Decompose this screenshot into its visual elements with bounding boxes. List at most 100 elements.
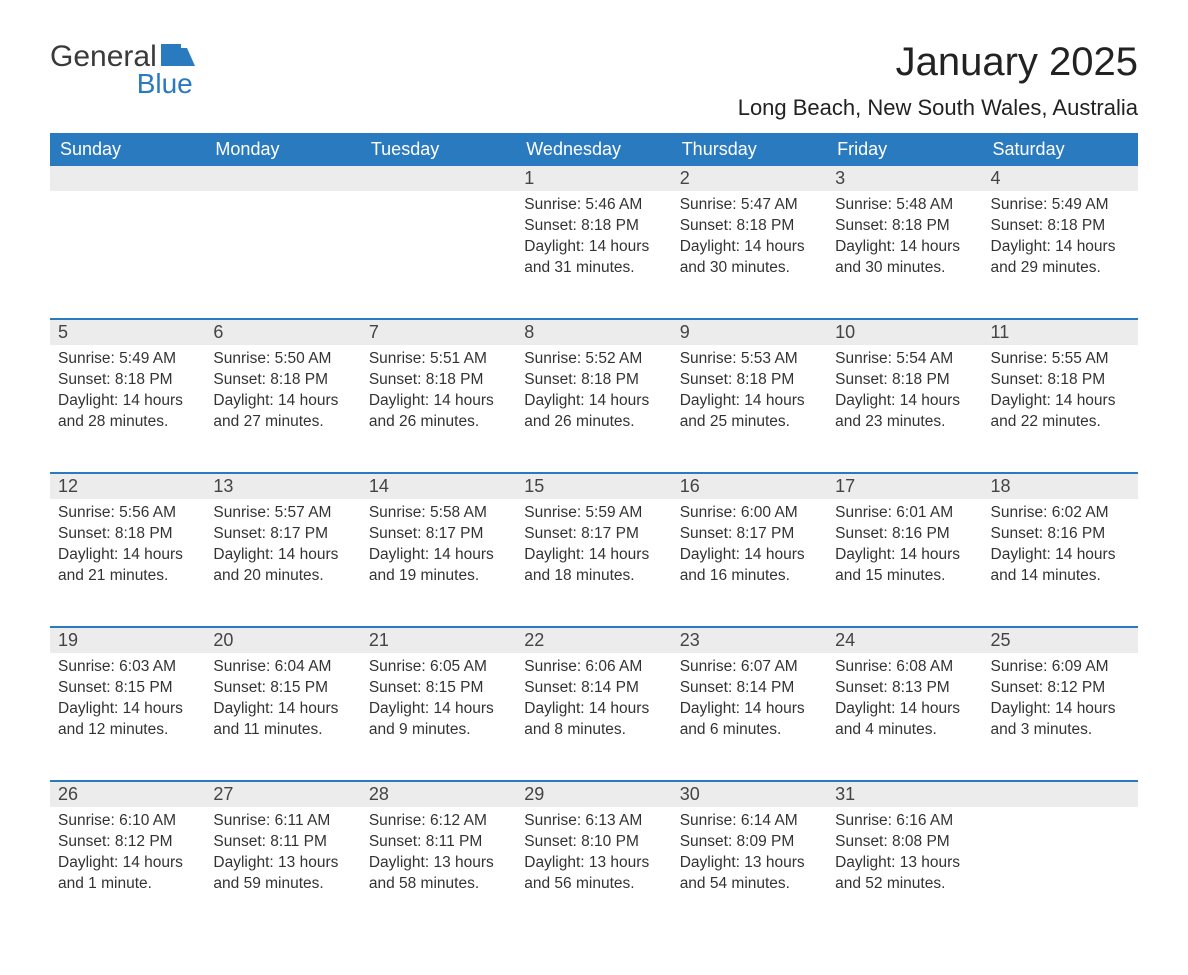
day-content: Sunrise: 5:47 AMSunset: 8:18 PMDaylight:… [672,191,827,285]
day-content: Sunrise: 6:02 AMSunset: 8:16 PMDaylight:… [983,499,1138,593]
sunrise-text: Sunrise: 6:11 AM [213,811,352,832]
daylight-text: Daylight: 14 hours and 1 minute. [58,853,197,895]
day-content: Sunrise: 5:50 AMSunset: 8:18 PMDaylight:… [205,345,360,439]
day-content: Sunrise: 5:49 AMSunset: 8:18 PMDaylight:… [983,191,1138,285]
day-content: Sunrise: 5:49 AMSunset: 8:18 PMDaylight:… [50,345,205,439]
day-number-row: 262728293031 [50,781,1138,807]
day-content-cell: Sunrise: 5:46 AMSunset: 8:18 PMDaylight:… [516,191,671,319]
day-content: Sunrise: 6:10 AMSunset: 8:12 PMDaylight:… [50,807,205,901]
day-content: Sunrise: 6:09 AMSunset: 8:12 PMDaylight:… [983,653,1138,747]
sunset-text: Sunset: 8:14 PM [524,678,663,699]
daylight-text: Daylight: 13 hours and 52 minutes. [835,853,974,895]
daylight-text: Daylight: 14 hours and 19 minutes. [369,545,508,587]
sunrise-text: Sunrise: 6:04 AM [213,657,352,678]
sunset-text: Sunset: 8:18 PM [991,370,1130,391]
sunset-text: Sunset: 8:09 PM [680,832,819,853]
sunset-text: Sunset: 8:15 PM [58,678,197,699]
day-content: Sunrise: 5:55 AMSunset: 8:18 PMDaylight:… [983,345,1138,439]
sunset-text: Sunset: 8:18 PM [680,216,819,237]
day-content: Sunrise: 6:11 AMSunset: 8:11 PMDaylight:… [205,807,360,901]
sunset-text: Sunset: 8:17 PM [213,524,352,545]
calendar-table: SundayMondayTuesdayWednesdayThursdayFrid… [50,133,1138,935]
sunset-text: Sunset: 8:11 PM [213,832,352,853]
sunset-text: Sunset: 8:18 PM [991,216,1130,237]
sunrise-text: Sunrise: 6:03 AM [58,657,197,678]
daylight-text: Daylight: 14 hours and 15 minutes. [835,545,974,587]
sunset-text: Sunset: 8:18 PM [680,370,819,391]
day-content-cell: Sunrise: 6:14 AMSunset: 8:09 PMDaylight:… [672,807,827,935]
day-number-cell: 15 [516,473,671,499]
sunrise-text: Sunrise: 6:12 AM [369,811,508,832]
sunset-text: Sunset: 8:14 PM [680,678,819,699]
day-number-cell: 5 [50,319,205,345]
daylight-text: Daylight: 14 hours and 8 minutes. [524,699,663,741]
day-number-cell: 16 [672,473,827,499]
sunset-text: Sunset: 8:17 PM [524,524,663,545]
day-content-cell: Sunrise: 6:11 AMSunset: 8:11 PMDaylight:… [205,807,360,935]
sunrise-text: Sunrise: 5:54 AM [835,349,974,370]
day-number-cell: 27 [205,781,360,807]
day-content: Sunrise: 6:07 AMSunset: 8:14 PMDaylight:… [672,653,827,747]
sunset-text: Sunset: 8:18 PM [524,370,663,391]
weekday-header: Sunday [50,133,205,166]
daylight-text: Daylight: 14 hours and 30 minutes. [680,237,819,279]
sunset-text: Sunset: 8:18 PM [835,216,974,237]
sunset-text: Sunset: 8:18 PM [213,370,352,391]
sunset-text: Sunset: 8:16 PM [991,524,1130,545]
daylight-text: Daylight: 14 hours and 4 minutes. [835,699,974,741]
day-content-cell: Sunrise: 6:09 AMSunset: 8:12 PMDaylight:… [983,653,1138,781]
sunrise-text: Sunrise: 5:50 AM [213,349,352,370]
day-content: Sunrise: 5:57 AMSunset: 8:17 PMDaylight:… [205,499,360,593]
day-content-cell: Sunrise: 6:00 AMSunset: 8:17 PMDaylight:… [672,499,827,627]
day-number-cell: 25 [983,627,1138,653]
day-number-cell: 21 [361,627,516,653]
day-content-cell: Sunrise: 5:50 AMSunset: 8:18 PMDaylight:… [205,345,360,473]
day-content-cell: Sunrise: 6:16 AMSunset: 8:08 PMDaylight:… [827,807,982,935]
day-content-cell: Sunrise: 5:48 AMSunset: 8:18 PMDaylight:… [827,191,982,319]
sunrise-text: Sunrise: 5:58 AM [369,503,508,524]
day-content: Sunrise: 5:59 AMSunset: 8:17 PMDaylight:… [516,499,671,593]
daylight-text: Daylight: 14 hours and 31 minutes. [524,237,663,279]
daylight-text: Daylight: 13 hours and 59 minutes. [213,853,352,895]
daylight-text: Daylight: 14 hours and 3 minutes. [991,699,1130,741]
day-number-cell: 9 [672,319,827,345]
daylight-text: Daylight: 14 hours and 25 minutes. [680,391,819,433]
sunrise-text: Sunrise: 6:07 AM [680,657,819,678]
day-content: Sunrise: 6:05 AMSunset: 8:15 PMDaylight:… [361,653,516,747]
sunrise-text: Sunrise: 5:59 AM [524,503,663,524]
day-content-cell: Sunrise: 5:47 AMSunset: 8:18 PMDaylight:… [672,191,827,319]
title-block: January 2025 Long Beach, New South Wales… [738,40,1138,121]
sunrise-text: Sunrise: 6:09 AM [991,657,1130,678]
day-content-cell: Sunrise: 5:56 AMSunset: 8:18 PMDaylight:… [50,499,205,627]
day-number-cell: 12 [50,473,205,499]
daylight-text: Daylight: 14 hours and 16 minutes. [680,545,819,587]
day-number-cell: 19 [50,627,205,653]
day-number-cell: 26 [50,781,205,807]
sunset-text: Sunset: 8:15 PM [369,678,508,699]
day-content-row: Sunrise: 5:49 AMSunset: 8:18 PMDaylight:… [50,345,1138,473]
sunrise-text: Sunrise: 6:06 AM [524,657,663,678]
weekday-header: Tuesday [361,133,516,166]
weekday-header: Saturday [983,133,1138,166]
daylight-text: Daylight: 14 hours and 21 minutes. [58,545,197,587]
daylight-text: Daylight: 13 hours and 54 minutes. [680,853,819,895]
daylight-text: Daylight: 14 hours and 30 minutes. [835,237,974,279]
sunrise-text: Sunrise: 6:13 AM [524,811,663,832]
day-content-cell: Sunrise: 6:12 AMSunset: 8:11 PMDaylight:… [361,807,516,935]
sunrise-text: Sunrise: 5:49 AM [991,195,1130,216]
daylight-text: Daylight: 13 hours and 58 minutes. [369,853,508,895]
day-content-cell: Sunrise: 6:02 AMSunset: 8:16 PMDaylight:… [983,499,1138,627]
daylight-text: Daylight: 14 hours and 29 minutes. [991,237,1130,279]
day-content-row: Sunrise: 6:10 AMSunset: 8:12 PMDaylight:… [50,807,1138,935]
daylight-text: Daylight: 14 hours and 14 minutes. [991,545,1130,587]
sunset-text: Sunset: 8:13 PM [835,678,974,699]
weekday-header: Thursday [672,133,827,166]
sunrise-text: Sunrise: 6:00 AM [680,503,819,524]
weekday-header: Friday [827,133,982,166]
day-number-cell [205,166,360,191]
day-content-cell: Sunrise: 6:01 AMSunset: 8:16 PMDaylight:… [827,499,982,627]
day-content-cell: Sunrise: 6:13 AMSunset: 8:10 PMDaylight:… [516,807,671,935]
day-content-cell [205,191,360,319]
sunrise-text: Sunrise: 5:46 AM [524,195,663,216]
daylight-text: Daylight: 14 hours and 11 minutes. [213,699,352,741]
